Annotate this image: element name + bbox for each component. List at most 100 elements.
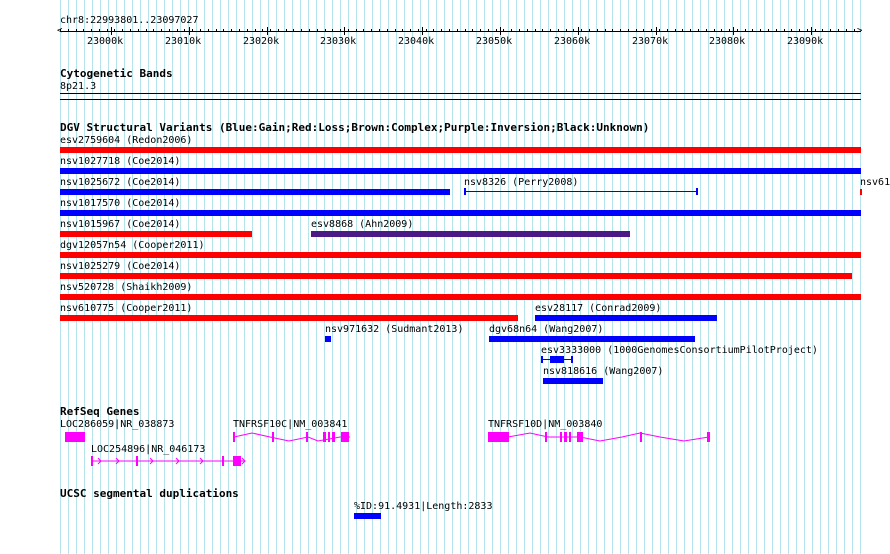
minor-tick [729,29,730,32]
minor-tick [527,29,528,32]
tick-label-23040k: 23040k [398,36,435,47]
minor-tick [91,29,92,32]
variant-bar[interactable] [60,168,861,174]
minor-tick [114,29,115,32]
minor-tick [535,29,536,32]
major-tick [733,27,734,35]
minor-tick [177,29,178,32]
variant-bar[interactable] [60,147,861,153]
variant-line[interactable] [464,191,698,192]
variant-bar[interactable] [325,336,331,342]
tick-label-23050k: 23050k [476,36,513,47]
variant-bar[interactable] [60,231,252,237]
variant-bar[interactable] [60,210,861,216]
minor-tick [255,29,256,32]
minor-tick [68,29,69,32]
segdup-track-title[interactable]: UCSC segmental duplications [60,487,239,500]
minor-tick [60,29,61,32]
minor-tick [325,29,326,32]
minor-tick [854,29,855,32]
minor-tick [99,29,100,32]
minor-tick [192,29,193,32]
minor-tick [169,29,170,32]
variant-block-start[interactable] [464,188,466,195]
minor-tick [146,29,147,32]
variant-block-start[interactable] [541,356,543,363]
minor-tick [317,29,318,32]
minor-tick [815,29,816,32]
minor-tick [784,29,785,32]
tick-label-23070k: 23070k [632,36,669,47]
minor-tick [682,29,683,32]
major-tick [500,27,501,35]
variant-bar[interactable] [860,189,862,195]
segdup-bar[interactable] [354,513,381,519]
variant-block-end[interactable] [696,188,698,195]
variant-bar[interactable] [60,315,518,321]
minor-tick [776,29,777,32]
minor-tick [542,29,543,32]
minor-tick [465,29,466,32]
minor-tick [605,29,606,32]
variant-bar[interactable] [311,231,630,237]
grid-line [860,0,861,554]
minor-tick [286,29,287,32]
minor-tick [309,29,310,32]
minor-tick [659,29,660,32]
variant-bar[interactable] [535,315,717,321]
minor-tick [558,29,559,32]
minor-tick [706,29,707,32]
minor-tick [597,29,598,32]
minor-tick [231,29,232,32]
major-tick [422,27,423,35]
minor-tick [223,29,224,32]
minor-tick [122,29,123,32]
minor-tick [628,29,629,32]
major-tick [811,27,812,35]
minor-tick [472,29,473,32]
minor-tick [503,29,504,32]
variant-block-end[interactable] [571,356,573,363]
minor-tick [76,29,77,32]
ruler-left-arrow-icon: < [57,26,62,37]
variant-bar[interactable] [60,294,861,300]
variant-bar[interactable] [489,336,695,342]
variant-bar[interactable] [60,252,861,258]
minor-tick [379,29,380,32]
minor-tick [83,29,84,32]
minor-tick [581,29,582,32]
grid-line [852,0,853,554]
minor-tick [496,29,497,32]
variant-bar[interactable] [543,378,603,384]
minor-tick [130,29,131,32]
minor-tick [340,29,341,32]
variant-block-middle[interactable] [550,356,564,363]
cytoband-track-title[interactable]: Cytogenetic Bands [60,67,173,80]
minor-tick [356,29,357,32]
minor-tick [270,29,271,32]
minor-tick [745,29,746,32]
minor-tick [511,29,512,32]
minor-tick [519,29,520,32]
minor-tick [457,29,458,32]
minor-tick [153,29,154,32]
major-tick [656,27,657,35]
minor-tick [752,29,753,32]
minor-tick [830,29,831,32]
minor-tick [418,29,419,32]
variant-bar[interactable] [60,273,852,279]
tick-label-23060k: 23060k [554,36,591,47]
major-tick [111,27,112,35]
refseq-track-title[interactable]: RefSeq Genes [60,405,140,418]
cytoband-label: 8p21.3 [60,81,97,92]
dgv-track-title[interactable]: DGV Structural Variants (Blue:Gain;Red:L… [60,121,650,134]
tick-label-23000k: 23000k [87,36,124,47]
minor-tick [721,29,722,32]
variant-bar[interactable] [60,189,450,195]
tick-label-23090k: 23090k [787,36,824,47]
minor-tick [698,29,699,32]
